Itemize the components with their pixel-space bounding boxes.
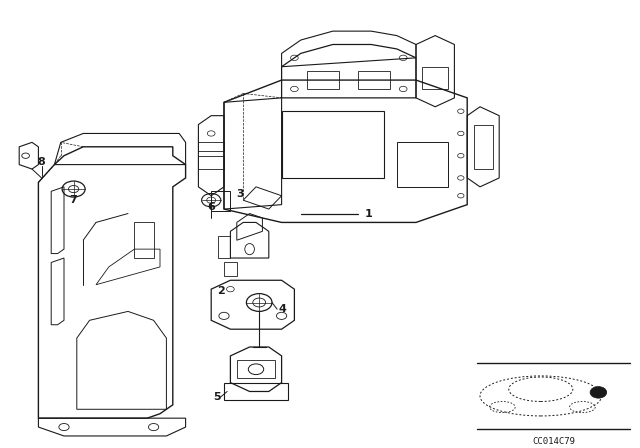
Text: 6: 6 [207,202,215,212]
Text: CC014C79: CC014C79 [532,437,575,446]
Text: 8: 8 [38,157,45,168]
Text: 2: 2 [217,286,225,297]
Text: 7: 7 [70,195,77,205]
Circle shape [590,387,607,398]
Text: 3: 3 [236,189,244,198]
Text: 4: 4 [278,304,286,314]
Text: 1: 1 [365,208,372,219]
Text: 5: 5 [213,392,221,402]
